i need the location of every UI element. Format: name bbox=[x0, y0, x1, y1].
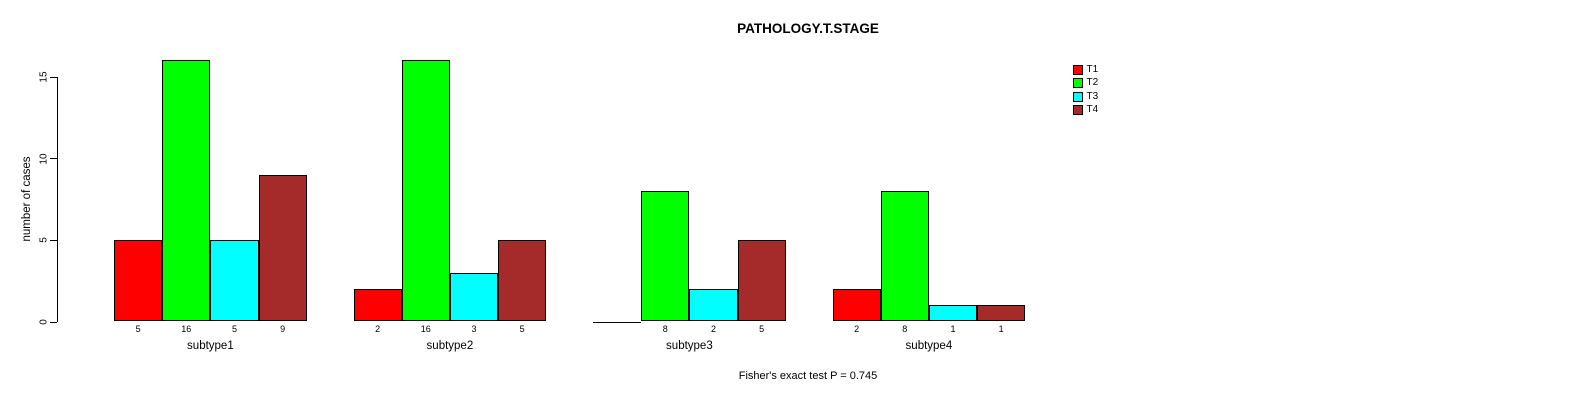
bar-subtype2-T3 bbox=[449, 272, 499, 322]
y-axis-line bbox=[57, 76, 58, 323]
y-tick-mark bbox=[50, 158, 57, 160]
bar-subtype2-T4 bbox=[498, 239, 547, 322]
bar-subtype1-T4 bbox=[258, 174, 307, 322]
bar-value-label: 9 bbox=[280, 324, 286, 334]
bar-subtype4-T4 bbox=[977, 305, 1026, 322]
chart-title: PATHOLOGY.T.STAGE bbox=[737, 21, 879, 36]
bar-value-label: 2 bbox=[854, 324, 860, 334]
bar-value-label: 5 bbox=[519, 324, 525, 334]
legend-label-T1: T1 bbox=[1086, 63, 1099, 75]
x-category-label-subtype4: subtype4 bbox=[905, 340, 953, 352]
bar-value-label: 5 bbox=[759, 324, 765, 334]
bar-subtype2-T1 bbox=[353, 288, 402, 322]
bar-subtype3-T1-zero bbox=[593, 321, 642, 323]
x-category-label-subtype3: subtype3 bbox=[666, 340, 713, 352]
bar-subtype1-T3 bbox=[210, 239, 259, 322]
bar-value-label: 2 bbox=[710, 324, 717, 334]
y-tick-mark bbox=[50, 239, 57, 241]
bar-value-label: 5 bbox=[135, 324, 141, 334]
bar-subtype4-T3 bbox=[928, 305, 978, 322]
bar-value-label: 8 bbox=[662, 324, 668, 334]
bar-value-label: 3 bbox=[471, 324, 477, 334]
x-category-label-subtype2: subtype2 bbox=[426, 340, 474, 352]
y-tick-label: 5 bbox=[38, 237, 50, 244]
legend-swatch-T3 bbox=[1072, 91, 1083, 102]
legend-label-T3: T3 bbox=[1086, 90, 1099, 102]
legend-label-T4: T4 bbox=[1086, 104, 1099, 116]
bar-value-label: 5 bbox=[231, 324, 238, 334]
bar-value-label: 1 bbox=[998, 324, 1004, 334]
bar-subtype4-T1 bbox=[832, 288, 881, 322]
bar-value-label: 16 bbox=[181, 324, 192, 334]
y-tick-label: 0 bbox=[38, 319, 50, 325]
bar-value-label: 1 bbox=[950, 324, 956, 334]
bar-subtype1-T2 bbox=[162, 60, 211, 322]
bar-subtype3-T4 bbox=[737, 239, 786, 322]
bar-subtype2-T2 bbox=[401, 60, 450, 322]
x-category-label-subtype1: subtype1 bbox=[187, 340, 234, 352]
bar-subtype1-T1 bbox=[114, 239, 163, 322]
y-tick-label: 10 bbox=[38, 153, 50, 165]
legend-swatch-T2 bbox=[1072, 78, 1083, 89]
fisher-test-annotation: Fisher's exact test P = 0.745 bbox=[738, 370, 878, 382]
y-tick-mark bbox=[50, 76, 57, 78]
y-tick-label: 15 bbox=[38, 71, 50, 83]
bar-value-label: 2 bbox=[375, 324, 381, 334]
legend-swatch-T1 bbox=[1072, 64, 1083, 75]
bar-value-label: 8 bbox=[902, 324, 908, 334]
legend-label-T2: T2 bbox=[1086, 77, 1099, 89]
bar-value-label: 16 bbox=[420, 324, 431, 334]
bar-subtype4-T2 bbox=[880, 190, 929, 322]
bar-subtype3-T2 bbox=[641, 190, 690, 322]
bar-subtype3-T3 bbox=[689, 288, 738, 322]
y-tick-mark bbox=[50, 321, 57, 323]
legend-swatch-T4 bbox=[1072, 105, 1083, 116]
